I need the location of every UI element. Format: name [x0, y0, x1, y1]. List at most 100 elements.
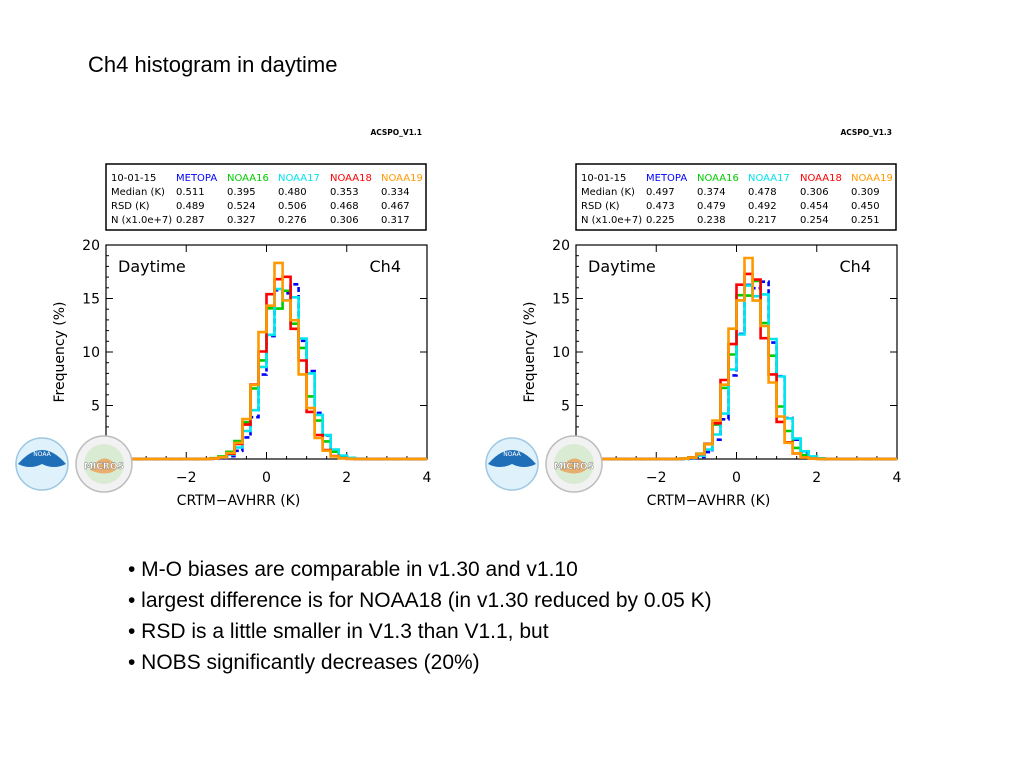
stats-satellite-name: NOAA17 [748, 173, 790, 184]
histogram-panel-v1-1: ACSPO_V1.1 10-01-15 Median (K) RSD (K) N (x1… [14, 118, 476, 518]
stats-satellite-name: NOAA18 [330, 173, 372, 184]
stats-rsd-value: 0.468 [330, 201, 359, 212]
stats-median-value: 0.334 [381, 187, 410, 198]
y-tick-label: 5 [91, 399, 100, 415]
micros-logo-text: MICROS [554, 462, 594, 472]
stats-n-value: 0.225 [646, 215, 675, 226]
y-axis-title: Frequency (%) [522, 301, 538, 402]
histogram-panel-v1-3: ACSPO_V1.3 10-01-15 Median (K) RSD (K) N (x1… [484, 118, 946, 518]
stats-rsd-value: 0.467 [381, 201, 410, 212]
stats-satellite-name: NOAA17 [278, 173, 320, 184]
stats-median-value: 0.511 [176, 187, 205, 198]
noaa-logo-bird [18, 450, 66, 467]
stats-n-value: 0.276 [278, 215, 307, 226]
stats-n-value: 0.306 [330, 215, 359, 226]
stats-table-box [105, 163, 427, 231]
x-tick-label: 2 [812, 470, 821, 486]
bullet-list: • M-O biases are comparable in v1.30 and… [128, 554, 712, 678]
stats-rsd-value: 0.454 [800, 201, 829, 212]
micros-logo-swirl [90, 458, 118, 474]
micros-logo: MICROS [75, 435, 133, 493]
plot-label-daytime: Daytime [588, 257, 656, 276]
y-tick-label: 10 [552, 345, 570, 361]
stats-n-value: 0.238 [697, 215, 726, 226]
stats-rsd-value: 0.479 [697, 201, 726, 212]
y-tick-label: 15 [82, 292, 100, 308]
bullet-item: • largest difference is for NOAA18 (in v… [128, 589, 712, 612]
stats-row-label: Median (K) [111, 187, 165, 198]
stats-median-value: 0.306 [800, 187, 829, 198]
micros-logo-swirl [560, 458, 588, 474]
stats-satellite-name: NOAA16 [227, 173, 269, 184]
bullet-item: • RSD is a little smaller in V1.3 than V… [128, 620, 549, 643]
y-axis-title: Frequency (%) [52, 301, 68, 402]
stats-n-value: 0.254 [800, 215, 829, 226]
plot-label-daytime: Daytime [118, 257, 186, 276]
noaa-logo-text: NOAA [503, 451, 521, 458]
y-tick-label: 5 [561, 399, 570, 415]
stats-satellite-name: NOAA16 [697, 173, 739, 184]
stats-rsd-value: 0.506 [278, 201, 307, 212]
noaa-logo: NOAA [15, 437, 69, 491]
x-tick-label: 4 [893, 470, 902, 486]
x-tick-label: −2 [176, 470, 197, 486]
micros-logo-text: MICROS [84, 462, 124, 472]
x-tick-label: 0 [732, 470, 741, 486]
stats-row-label: N (x1.0e+7) [581, 215, 642, 226]
x-tick-label: 2 [342, 470, 351, 486]
version-label: ACSPO_V1.3 [840, 128, 892, 137]
x-tick-label: −2 [646, 470, 667, 486]
y-tick-label: 20 [552, 238, 570, 254]
stats-median-value: 0.353 [330, 187, 359, 198]
series-line-noaa19 [576, 256, 897, 461]
stats-rsd-value: 0.492 [748, 201, 777, 212]
x-tick-label: 0 [262, 470, 271, 486]
noaa-logo: NOAA [485, 437, 539, 491]
stats-n-value: 0.327 [227, 215, 256, 226]
stats-median-value: 0.374 [697, 187, 726, 198]
stats-n-value: 0.251 [851, 215, 880, 226]
stats-rsd-value: 0.489 [176, 201, 205, 212]
x-axis-title: CRTM−AVHRR (K) [177, 493, 301, 509]
stats-median-value: 0.497 [646, 187, 675, 198]
stats-median-value: 0.480 [278, 187, 307, 198]
plot-label-channel: Ch4 [840, 257, 872, 276]
noaa-logo-text: NOAA [33, 451, 51, 458]
stats-rsd-value: 0.524 [227, 201, 256, 212]
stats-n-value: 0.287 [176, 215, 205, 226]
stats-n-value: 0.317 [381, 215, 410, 226]
stats-row-label: Median (K) [581, 187, 635, 198]
histogram-chart-v1-3: ACSPO_V1.3 10-01-15 Median (K) RSD (K) N (x1… [484, 118, 946, 518]
bullet-item: • M-O biases are comparable in v1.30 and… [128, 558, 578, 581]
x-tick-label: 4 [423, 470, 432, 486]
stats-satellite-name: NOAA18 [800, 173, 842, 184]
stats-satellite-name: NOAA19 [381, 173, 423, 184]
y-tick-label: 20 [82, 238, 100, 254]
histogram-chart-v1-1: ACSPO_V1.1 10-01-15 Median (K) RSD (K) N (x1… [14, 118, 476, 518]
plot-label-channel: Ch4 [370, 257, 402, 276]
stats-rsd-value: 0.473 [646, 201, 675, 212]
stats-median-value: 0.478 [748, 187, 777, 198]
stats-satellite-name: METOPA [176, 173, 217, 184]
micros-logo: MICROS [545, 435, 603, 493]
x-axis-title: CRTM−AVHRR (K) [647, 493, 771, 509]
version-label: ACSPO_V1.1 [370, 128, 422, 137]
stats-satellite-name: METOPA [646, 173, 687, 184]
stats-row-label: RSD (K) [111, 201, 150, 212]
stats-median-value: 0.395 [227, 187, 256, 198]
y-tick-label: 15 [552, 292, 570, 308]
noaa-logo-bird [488, 450, 536, 467]
stats-table-box [575, 163, 897, 231]
bullet-item: • NOBS significantly decreases (20%) [128, 651, 480, 674]
stats-row-label: N (x1.0e+7) [111, 215, 172, 226]
stats-satellite-name: NOAA19 [851, 173, 893, 184]
series-line-noaa19 [106, 261, 427, 461]
stats-median-value: 0.309 [851, 187, 880, 198]
stats-date: 10-01-15 [581, 173, 626, 184]
stats-n-value: 0.217 [748, 215, 777, 226]
slide-title: Ch4 histogram in daytime [88, 52, 338, 77]
y-tick-label: 10 [82, 345, 100, 361]
stats-date: 10-01-15 [111, 173, 156, 184]
stats-row-label: RSD (K) [581, 201, 620, 212]
stats-rsd-value: 0.450 [851, 201, 880, 212]
